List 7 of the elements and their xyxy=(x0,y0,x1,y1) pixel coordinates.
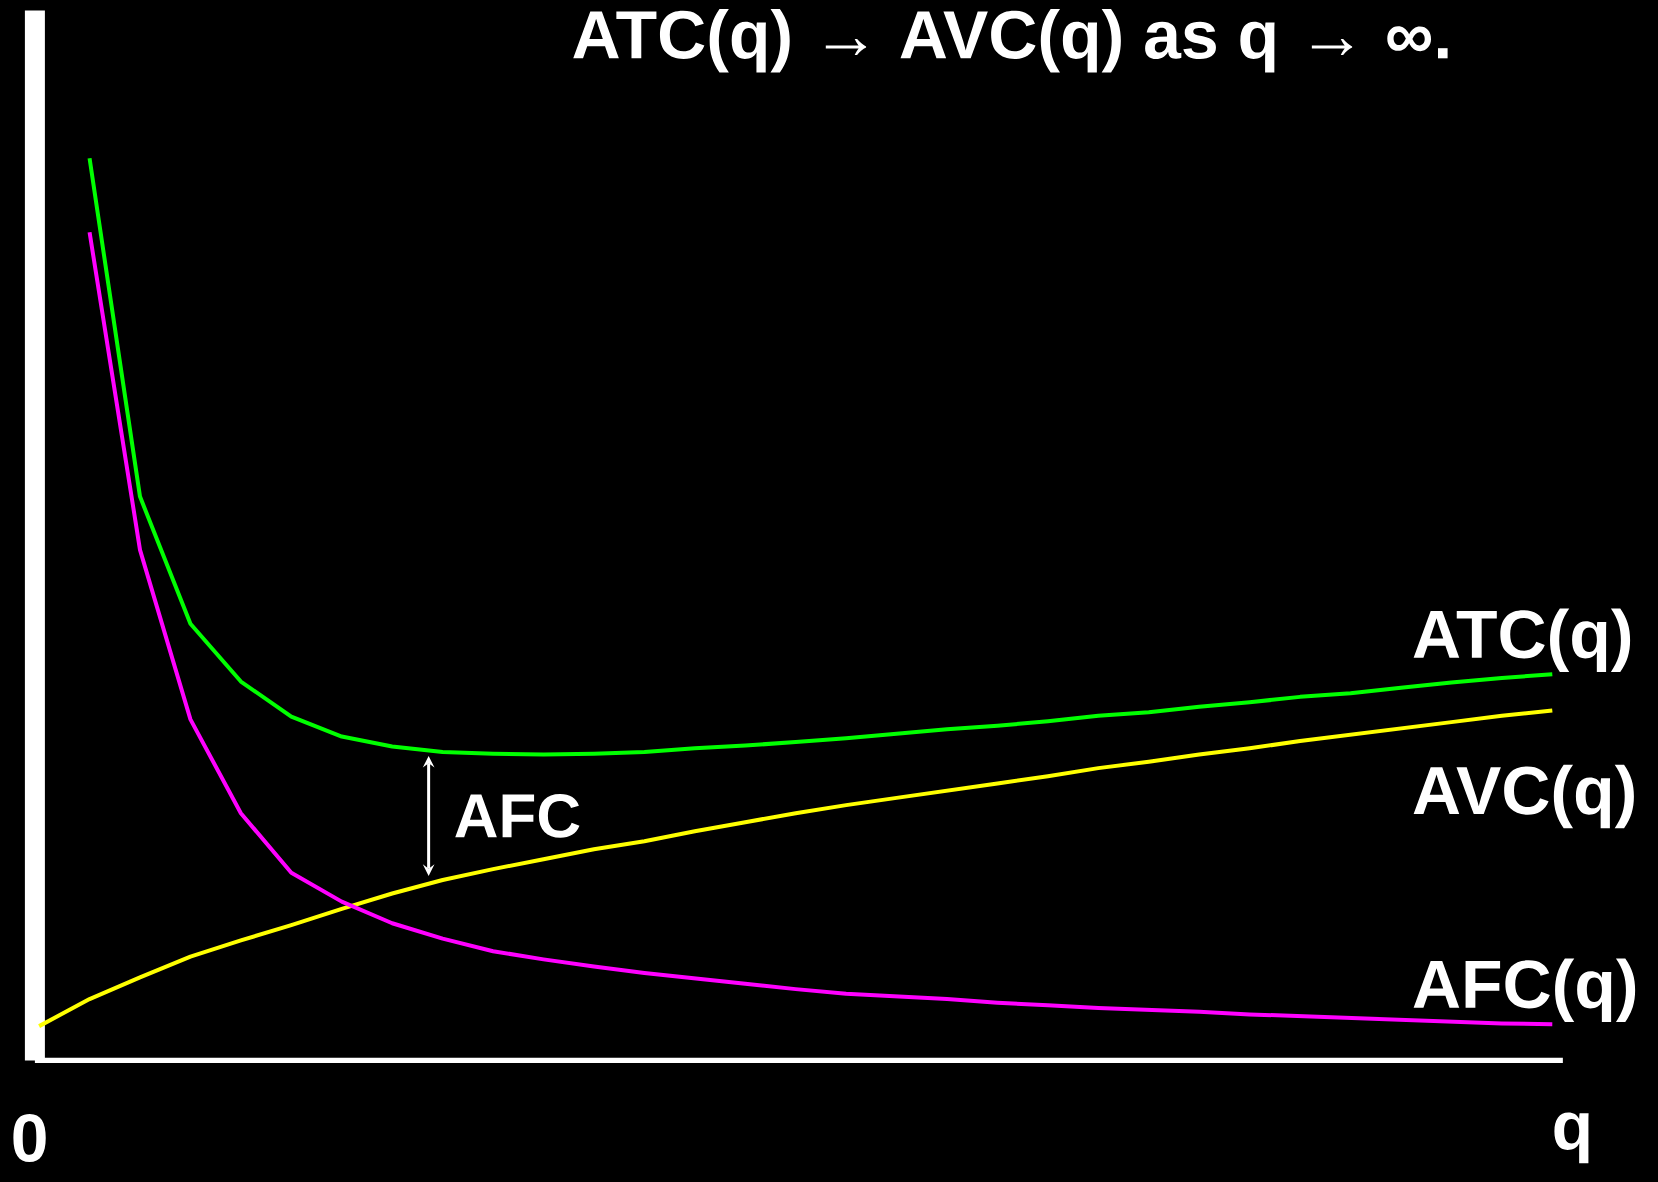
text: 0 xyxy=(13,1113,46,1163)
series-label: ATC(q) xyxy=(1413,608,1631,672)
series-label: AVC(q) xyxy=(1413,764,1634,829)
x-axis-title: q xyxy=(1554,1112,1589,1164)
annotation: AFC xyxy=(455,793,580,838)
chart-title: ATC(q) → AVC(q) as q → ∞. xyxy=(573,9,1448,73)
series-label: AFC(q) xyxy=(1413,958,1636,1022)
